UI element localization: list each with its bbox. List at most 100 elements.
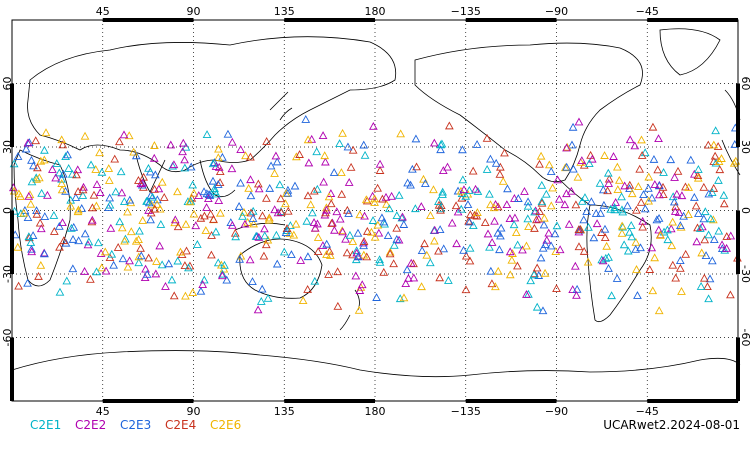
frame-bar-left — [10, 337, 14, 401]
obs-point-c2e2 — [322, 205, 331, 214]
obs-point-c2e2 — [36, 224, 46, 233]
greenland-outline — [659, 28, 721, 76]
obs-point-c2e2 — [689, 169, 699, 178]
obs-point-c2e1 — [107, 249, 117, 258]
obs-point-c2e6 — [150, 141, 159, 149]
obs-point-c2e6 — [708, 215, 718, 224]
obs-point-c2e6 — [57, 185, 67, 194]
obs-point-c2e1 — [78, 191, 88, 199]
obs-point-c2e1 — [211, 227, 221, 236]
obs-point-c2e1 — [272, 230, 281, 239]
lon-tick-label-top: 135 — [274, 5, 295, 18]
obs-point-c2e4 — [465, 256, 475, 265]
legend-item-c2e2: C2E2 — [75, 418, 107, 432]
obs-point-c2e6 — [13, 242, 23, 251]
obs-point-c2e6 — [236, 251, 246, 260]
obs-point-c2e4 — [710, 151, 720, 160]
obs-point-c2e2 — [726, 231, 736, 240]
obs-point-c2e3 — [303, 252, 313, 261]
obs-point-c2e3 — [257, 284, 267, 293]
obs-point-c2e6 — [241, 151, 250, 160]
obs-point-c2e4 — [333, 301, 343, 310]
obs-point-c2e6 — [373, 220, 383, 229]
obs-point-c2e6 — [714, 157, 724, 165]
dataset-label: UCARwet2.2024-08-01 — [603, 418, 740, 432]
obs-point-c2e4 — [72, 170, 81, 179]
frame-bar-bottom — [102, 399, 194, 403]
obs-point-c2e3 — [458, 145, 467, 154]
obs-point-c2e4 — [703, 282, 712, 291]
obs-point-c2e2 — [161, 282, 170, 290]
obs-point-c2e1 — [302, 216, 312, 225]
obs-point-c2e1 — [238, 211, 247, 220]
obs-point-c2e3 — [353, 228, 363, 237]
obs-point-c2e2 — [260, 224, 269, 233]
obs-point-c2e1 — [537, 180, 547, 189]
obs-point-c2e6 — [39, 155, 49, 164]
obs-point-c2e3 — [694, 209, 703, 217]
obs-point-c2e6 — [524, 222, 533, 230]
obs-point-c2e2 — [381, 192, 391, 201]
obs-point-c2e3 — [435, 225, 445, 234]
obs-point-c2e1 — [532, 302, 542, 311]
obs-point-c2e1 — [444, 276, 453, 284]
obs-point-c2e6 — [382, 199, 391, 208]
obs-point-c2e2 — [698, 222, 707, 231]
obs-point-c2e6 — [129, 147, 139, 156]
obs-point-c2e6 — [324, 192, 334, 201]
obs-point-c2e2 — [245, 255, 255, 264]
obs-point-c2e6 — [693, 173, 703, 182]
obs-point-c2e6 — [426, 211, 435, 219]
obs-point-c2e1 — [312, 147, 322, 156]
obs-point-c2e4 — [89, 190, 99, 199]
obs-point-c2e3 — [459, 245, 468, 254]
obs-point-c2e2 — [271, 151, 281, 160]
obs-point-c2e2 — [87, 215, 97, 224]
obs-point-c2e3 — [21, 144, 31, 153]
obs-point-c2e3 — [58, 169, 68, 178]
obs-point-c2e3 — [569, 164, 578, 173]
obs-point-c2e1 — [94, 238, 103, 247]
obs-point-c2e6 — [313, 233, 323, 241]
obs-point-c2e2 — [722, 243, 731, 252]
obs-point-c2e4 — [673, 166, 683, 175]
obs-point-c2e2 — [79, 182, 88, 191]
obs-point-c2e4 — [14, 281, 23, 290]
obs-point-c2e2 — [666, 224, 676, 233]
obs-point-c2e3 — [208, 176, 218, 185]
obs-point-c2e1 — [210, 186, 220, 195]
frame-bar-top — [284, 18, 375, 22]
obs-point-c2e3 — [213, 180, 223, 188]
obs-point-c2e6 — [419, 174, 428, 183]
obs-point-c2e4 — [215, 178, 225, 187]
obs-point-c2e1 — [720, 245, 730, 254]
obs-point-c2e4 — [253, 179, 263, 188]
obs-point-c2e6 — [249, 219, 258, 228]
obs-point-c2e2 — [398, 212, 407, 221]
obs-point-c2e3 — [71, 193, 81, 201]
obs-point-c2e3 — [546, 241, 556, 250]
obs-point-c2e6 — [717, 154, 726, 162]
obs-point-c2e4 — [87, 217, 97, 226]
obs-point-c2e3 — [235, 254, 244, 263]
obs-point-c2e6 — [124, 131, 134, 140]
obs-point-c2e2 — [650, 180, 660, 188]
obs-point-c2e3 — [196, 286, 206, 295]
obs-point-c2e6 — [429, 236, 439, 245]
obs-point-c2e1 — [54, 168, 64, 177]
obs-point-c2e1 — [156, 220, 166, 228]
obs-point-c2e3 — [503, 184, 512, 193]
eurasia-outline — [27, 36, 397, 173]
obs-point-c2e4 — [295, 150, 304, 158]
obs-point-c2e3 — [61, 186, 70, 195]
obs-point-c2e4 — [379, 267, 389, 276]
obs-point-c2e4 — [604, 174, 614, 183]
coastline-outlines — [11, 28, 741, 378]
obs-point-c2e6 — [16, 191, 25, 200]
obs-point-c2e3 — [287, 250, 296, 259]
obs-point-c2e1 — [668, 192, 678, 201]
obs-point-c2e3 — [23, 278, 32, 287]
obs-point-c2e2 — [452, 239, 461, 248]
obs-point-c2e4 — [362, 252, 372, 261]
frame-bar-top — [465, 18, 557, 22]
